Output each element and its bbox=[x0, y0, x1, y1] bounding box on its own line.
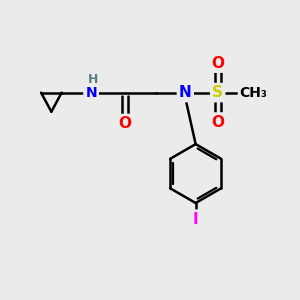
Text: O: O bbox=[211, 56, 224, 70]
Text: I: I bbox=[193, 212, 199, 227]
Text: N: N bbox=[179, 85, 192, 100]
Text: O: O bbox=[211, 115, 224, 130]
Text: O: O bbox=[118, 116, 131, 131]
Text: N: N bbox=[85, 85, 97, 100]
Text: CH₃: CH₃ bbox=[239, 85, 267, 100]
Text: H: H bbox=[87, 73, 98, 86]
Text: S: S bbox=[212, 85, 223, 100]
